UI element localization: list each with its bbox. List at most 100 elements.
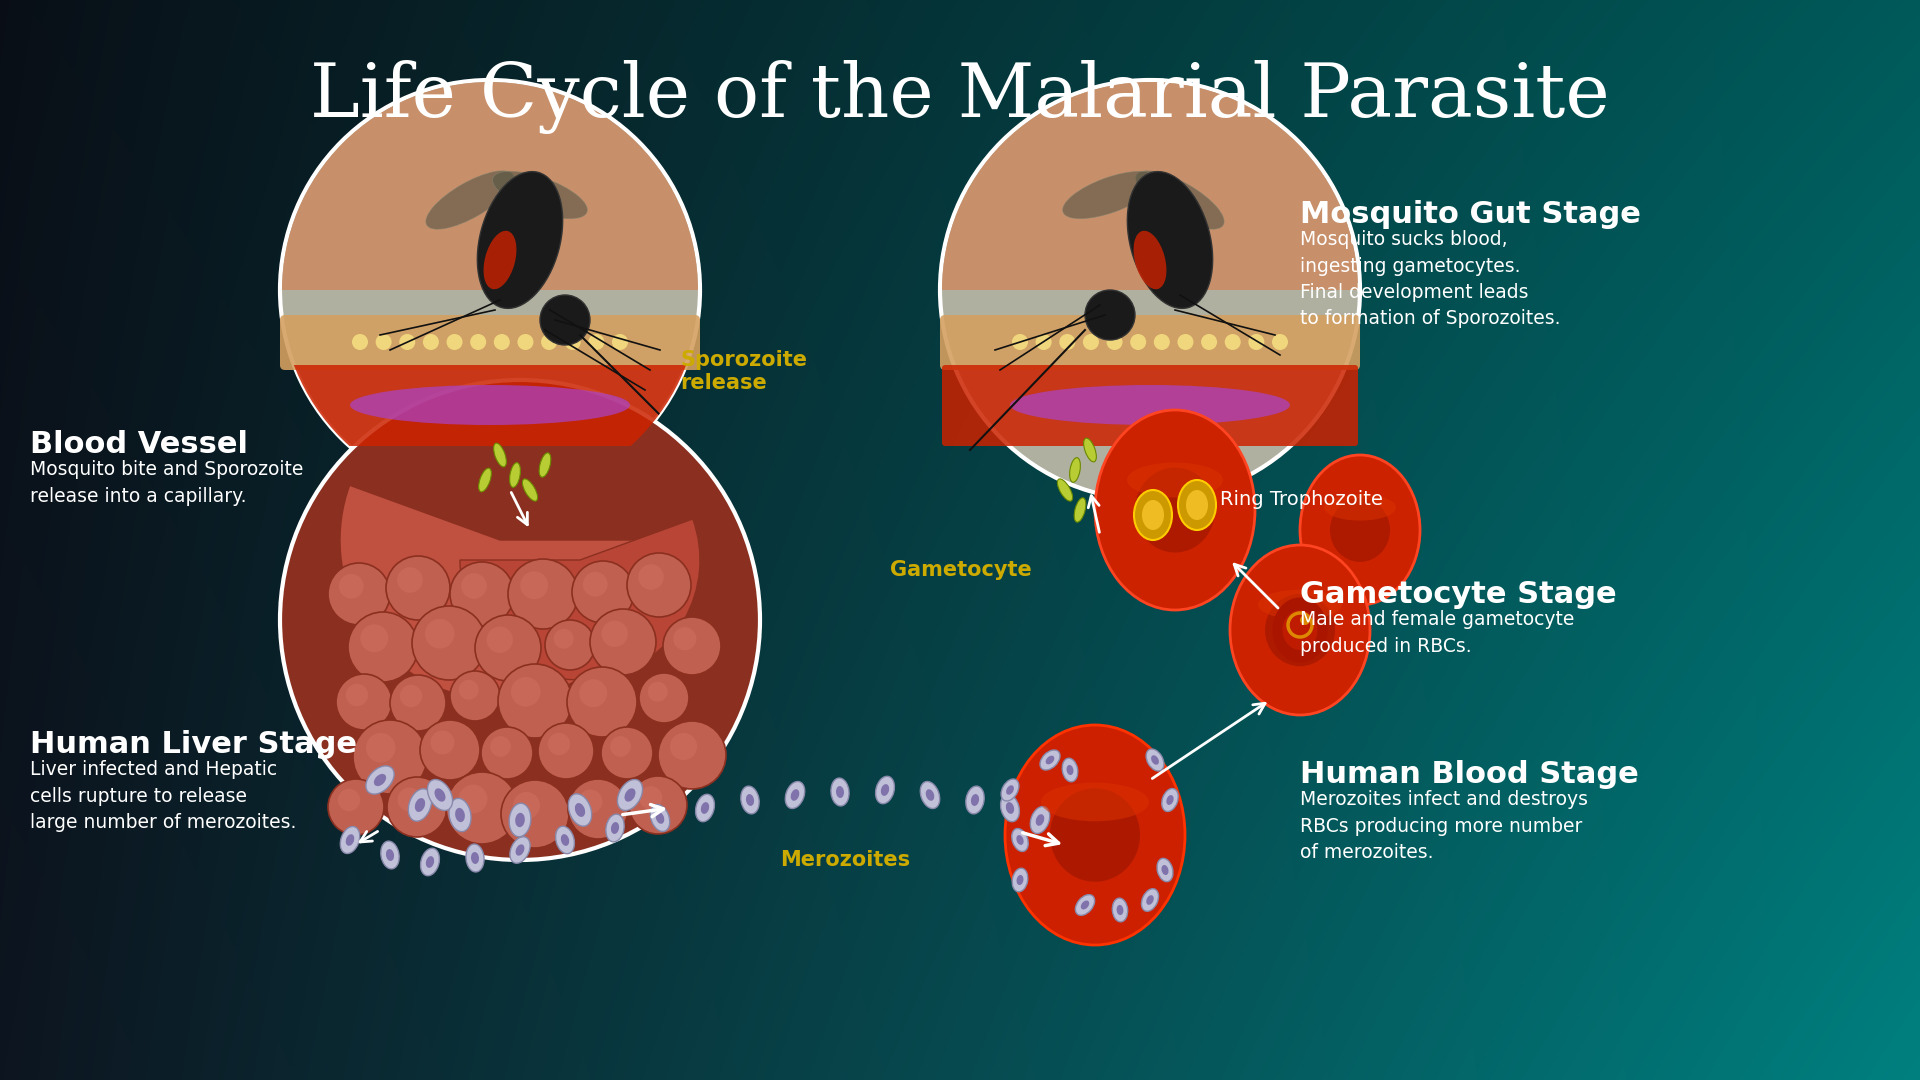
Text: Ring Trophozoite: Ring Trophozoite xyxy=(1219,490,1382,509)
Circle shape xyxy=(1106,334,1123,350)
Ellipse shape xyxy=(1140,889,1158,912)
Ellipse shape xyxy=(1035,814,1044,826)
Ellipse shape xyxy=(1004,725,1185,945)
Circle shape xyxy=(367,733,396,762)
Ellipse shape xyxy=(340,826,359,853)
Ellipse shape xyxy=(1000,779,1020,801)
Circle shape xyxy=(1060,334,1075,350)
Circle shape xyxy=(601,727,653,779)
Ellipse shape xyxy=(611,822,618,834)
Circle shape xyxy=(564,334,580,350)
Ellipse shape xyxy=(881,784,889,796)
Circle shape xyxy=(628,553,691,617)
Ellipse shape xyxy=(1325,495,1396,521)
Ellipse shape xyxy=(1258,590,1342,619)
Ellipse shape xyxy=(1075,894,1094,916)
Ellipse shape xyxy=(455,808,465,822)
Circle shape xyxy=(513,792,540,819)
Text: Liver infected and Hepatic
cells rupture to release
large number of merozoites.: Liver infected and Hepatic cells rupture… xyxy=(31,760,296,832)
Circle shape xyxy=(459,679,478,700)
Circle shape xyxy=(601,621,628,647)
Ellipse shape xyxy=(1300,455,1421,605)
Ellipse shape xyxy=(1050,788,1140,881)
Circle shape xyxy=(670,733,697,760)
Ellipse shape xyxy=(1133,231,1167,289)
Ellipse shape xyxy=(1142,500,1164,530)
Circle shape xyxy=(540,295,589,345)
Ellipse shape xyxy=(1162,788,1179,811)
Circle shape xyxy=(351,334,369,350)
Ellipse shape xyxy=(434,788,445,801)
Ellipse shape xyxy=(1331,498,1390,562)
Circle shape xyxy=(445,772,518,843)
Circle shape xyxy=(1154,334,1169,350)
Ellipse shape xyxy=(493,172,588,219)
Ellipse shape xyxy=(972,794,979,806)
Ellipse shape xyxy=(449,798,470,832)
Ellipse shape xyxy=(540,453,551,477)
Ellipse shape xyxy=(1117,905,1123,915)
Ellipse shape xyxy=(785,782,804,809)
Ellipse shape xyxy=(415,798,424,812)
Ellipse shape xyxy=(1016,875,1023,885)
Circle shape xyxy=(509,559,578,629)
Circle shape xyxy=(1083,334,1098,350)
Ellipse shape xyxy=(478,468,492,491)
Ellipse shape xyxy=(1165,795,1173,805)
Ellipse shape xyxy=(1158,859,1173,881)
Circle shape xyxy=(497,664,572,738)
Text: Gametocyte: Gametocyte xyxy=(891,561,1031,580)
Ellipse shape xyxy=(1031,807,1050,834)
Ellipse shape xyxy=(1231,545,1371,715)
Circle shape xyxy=(611,737,632,757)
Ellipse shape xyxy=(1283,610,1317,650)
Circle shape xyxy=(388,777,447,837)
Circle shape xyxy=(413,606,486,680)
Circle shape xyxy=(941,80,1359,500)
Ellipse shape xyxy=(1073,498,1087,522)
Circle shape xyxy=(397,787,422,811)
Circle shape xyxy=(474,615,541,681)
Circle shape xyxy=(338,788,361,811)
Ellipse shape xyxy=(1135,490,1171,540)
Ellipse shape xyxy=(1046,756,1054,765)
Ellipse shape xyxy=(522,478,538,501)
Ellipse shape xyxy=(574,804,586,816)
Circle shape xyxy=(493,334,511,350)
Circle shape xyxy=(520,571,549,599)
Ellipse shape xyxy=(747,794,755,806)
Ellipse shape xyxy=(374,774,386,786)
Circle shape xyxy=(482,727,534,779)
Circle shape xyxy=(639,786,662,809)
Ellipse shape xyxy=(349,384,630,426)
Circle shape xyxy=(461,573,488,598)
Circle shape xyxy=(612,334,628,350)
Circle shape xyxy=(566,667,637,737)
Ellipse shape xyxy=(1006,802,1014,814)
Circle shape xyxy=(538,723,593,779)
Circle shape xyxy=(399,334,415,350)
Ellipse shape xyxy=(741,786,758,814)
FancyBboxPatch shape xyxy=(943,365,1357,446)
Ellipse shape xyxy=(467,845,484,872)
Circle shape xyxy=(588,334,605,350)
Wedge shape xyxy=(340,485,660,700)
Ellipse shape xyxy=(607,814,624,842)
Circle shape xyxy=(399,685,422,707)
Circle shape xyxy=(568,779,628,839)
Ellipse shape xyxy=(555,826,574,853)
Ellipse shape xyxy=(509,804,530,837)
Circle shape xyxy=(280,380,760,860)
Ellipse shape xyxy=(657,812,664,824)
Ellipse shape xyxy=(568,794,591,826)
Circle shape xyxy=(1131,334,1146,350)
Circle shape xyxy=(348,612,419,681)
Text: Blood Vessel: Blood Vessel xyxy=(31,430,248,459)
Ellipse shape xyxy=(1094,410,1256,610)
FancyBboxPatch shape xyxy=(282,365,699,446)
Circle shape xyxy=(1035,334,1052,350)
Circle shape xyxy=(386,556,449,620)
Circle shape xyxy=(336,674,392,730)
Ellipse shape xyxy=(1135,468,1215,553)
Ellipse shape xyxy=(516,845,524,855)
